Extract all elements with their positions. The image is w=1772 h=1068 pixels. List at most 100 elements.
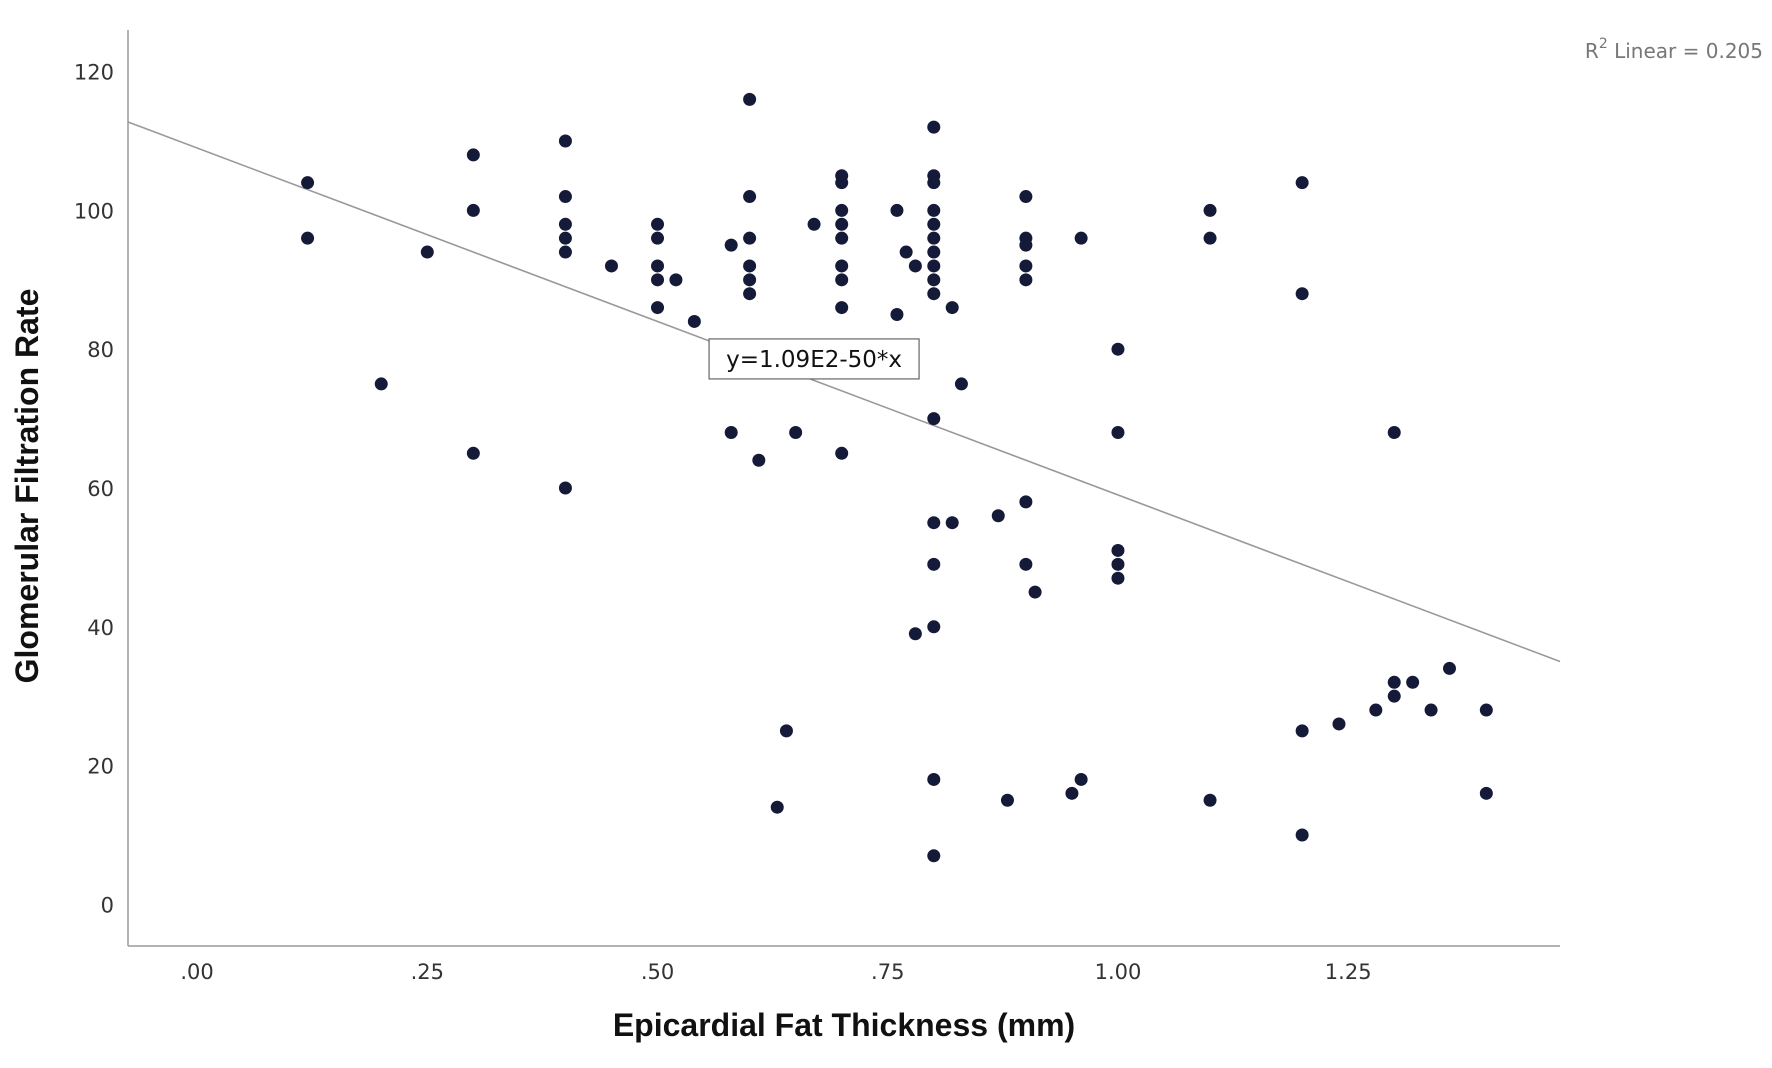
data-point bbox=[835, 176, 849, 190]
data-point bbox=[779, 724, 793, 738]
data-point bbox=[927, 849, 941, 863]
data-point bbox=[927, 217, 941, 231]
data-point bbox=[301, 231, 315, 245]
data-point bbox=[687, 314, 701, 328]
data-point bbox=[651, 273, 665, 287]
data-point bbox=[724, 238, 738, 252]
data-point bbox=[1479, 703, 1493, 717]
y-tick-label: 80 bbox=[87, 338, 114, 362]
data-point bbox=[1387, 675, 1401, 689]
r2-prefix: R bbox=[1585, 39, 1599, 63]
data-point bbox=[1203, 793, 1217, 807]
y-tick-label: 60 bbox=[87, 477, 114, 501]
data-point bbox=[651, 259, 665, 273]
data-point bbox=[945, 516, 959, 530]
x-tick-label: .25 bbox=[411, 960, 444, 984]
data-point bbox=[466, 148, 480, 162]
data-point bbox=[558, 217, 572, 231]
y-tick-label: 100 bbox=[74, 199, 114, 223]
x-tick-label: 1.25 bbox=[1325, 960, 1372, 984]
data-point bbox=[743, 190, 757, 204]
data-point bbox=[1074, 772, 1088, 786]
data-point bbox=[558, 481, 572, 495]
data-point bbox=[1203, 231, 1217, 245]
equation-box bbox=[708, 338, 920, 380]
data-point bbox=[1295, 724, 1309, 738]
data-point bbox=[604, 259, 618, 273]
data-point bbox=[651, 301, 665, 315]
data-point bbox=[835, 203, 849, 217]
data-point bbox=[724, 425, 738, 439]
data-point bbox=[835, 273, 849, 287]
data-point bbox=[1369, 703, 1383, 717]
data-point bbox=[1111, 342, 1125, 356]
r2-superscript: 2 bbox=[1599, 36, 1608, 52]
data-point bbox=[927, 273, 941, 287]
data-point bbox=[1000, 793, 1014, 807]
data-point bbox=[374, 377, 388, 391]
data-point bbox=[945, 301, 959, 315]
data-point bbox=[1479, 786, 1493, 800]
y-tick-labels: 0 20 40 60 80 100 120 bbox=[74, 61, 114, 918]
data-point bbox=[927, 516, 941, 530]
data-point bbox=[743, 273, 757, 287]
x-tick-label: .00 bbox=[180, 960, 213, 984]
data-point bbox=[466, 446, 480, 460]
y-tick-label: 0 bbox=[101, 893, 114, 917]
data-point bbox=[1019, 259, 1033, 273]
data-point bbox=[807, 217, 821, 231]
data-point bbox=[835, 217, 849, 231]
data-point bbox=[1065, 786, 1079, 800]
data-point bbox=[927, 772, 941, 786]
data-point bbox=[1442, 661, 1456, 675]
data-point bbox=[835, 259, 849, 273]
y-tick-label: 20 bbox=[87, 755, 114, 779]
data-point bbox=[1387, 425, 1401, 439]
data-point bbox=[908, 259, 922, 273]
data-point bbox=[927, 245, 941, 259]
equation-label: y=1.09E2-50*x bbox=[726, 347, 902, 373]
data-point bbox=[1074, 231, 1088, 245]
data-point bbox=[1111, 557, 1125, 571]
data-point bbox=[1387, 689, 1401, 703]
r2-label: R2 Linear = 0.205 bbox=[1585, 36, 1763, 63]
data-point bbox=[558, 245, 572, 259]
data-point bbox=[927, 287, 941, 301]
data-point bbox=[1406, 675, 1420, 689]
data-point bbox=[927, 203, 941, 217]
data-point bbox=[927, 231, 941, 245]
data-point bbox=[927, 259, 941, 273]
data-point bbox=[651, 217, 665, 231]
data-point bbox=[558, 190, 572, 204]
data-point bbox=[1424, 703, 1438, 717]
x-axis-title: Epicardial Fat Thickness (mm) bbox=[613, 1007, 1075, 1043]
data-point bbox=[1295, 287, 1309, 301]
data-point bbox=[743, 231, 757, 245]
data-point bbox=[1019, 238, 1033, 252]
x-tick-label: .75 bbox=[871, 960, 904, 984]
data-point bbox=[927, 620, 941, 634]
data-point bbox=[899, 245, 913, 259]
data-point bbox=[1019, 273, 1033, 287]
data-point bbox=[835, 446, 849, 460]
y-tick-label: 120 bbox=[74, 61, 114, 85]
data-point bbox=[743, 92, 757, 106]
data-point bbox=[835, 231, 849, 245]
fit-line-layer bbox=[127, 121, 1561, 663]
data-point bbox=[927, 412, 941, 426]
data-point bbox=[1019, 190, 1033, 204]
data-point bbox=[558, 134, 572, 148]
data-points bbox=[301, 92, 1493, 863]
data-point bbox=[954, 377, 968, 391]
x-tick-labels: .00 .25 .50 .75 1.00 1.25 bbox=[180, 960, 1371, 984]
data-point bbox=[558, 231, 572, 245]
data-point bbox=[1203, 203, 1217, 217]
data-point bbox=[908, 627, 922, 641]
data-point bbox=[1111, 543, 1125, 557]
data-point bbox=[1111, 425, 1125, 439]
x-tick-label: .50 bbox=[641, 960, 674, 984]
x-tick-label: 1.00 bbox=[1095, 960, 1142, 984]
data-point bbox=[890, 203, 904, 217]
data-point bbox=[651, 231, 665, 245]
